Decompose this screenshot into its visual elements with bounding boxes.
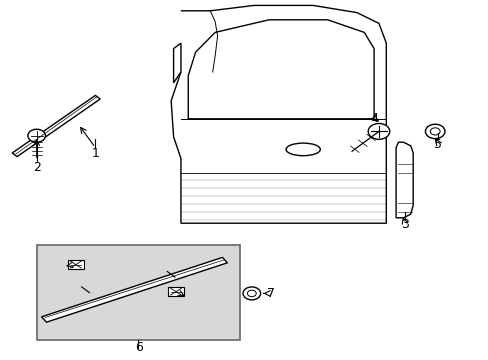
Text: 5: 5 — [433, 138, 441, 150]
Circle shape — [429, 128, 439, 135]
Text: 3: 3 — [400, 219, 408, 231]
Text: 4: 4 — [369, 112, 377, 125]
Polygon shape — [171, 5, 386, 223]
Polygon shape — [12, 95, 100, 157]
Text: 6: 6 — [135, 341, 143, 354]
Circle shape — [243, 287, 260, 300]
FancyBboxPatch shape — [168, 287, 183, 296]
Text: 2: 2 — [33, 161, 41, 174]
Text: 1: 1 — [91, 147, 99, 159]
FancyBboxPatch shape — [37, 245, 239, 340]
Circle shape — [425, 124, 444, 139]
Ellipse shape — [285, 143, 320, 156]
Text: 7: 7 — [267, 287, 275, 300]
Polygon shape — [41, 257, 227, 322]
Polygon shape — [188, 20, 373, 119]
Circle shape — [367, 123, 389, 139]
FancyBboxPatch shape — [68, 260, 83, 269]
Polygon shape — [173, 43, 181, 83]
Circle shape — [28, 129, 45, 142]
Circle shape — [247, 290, 256, 297]
Polygon shape — [395, 142, 412, 218]
